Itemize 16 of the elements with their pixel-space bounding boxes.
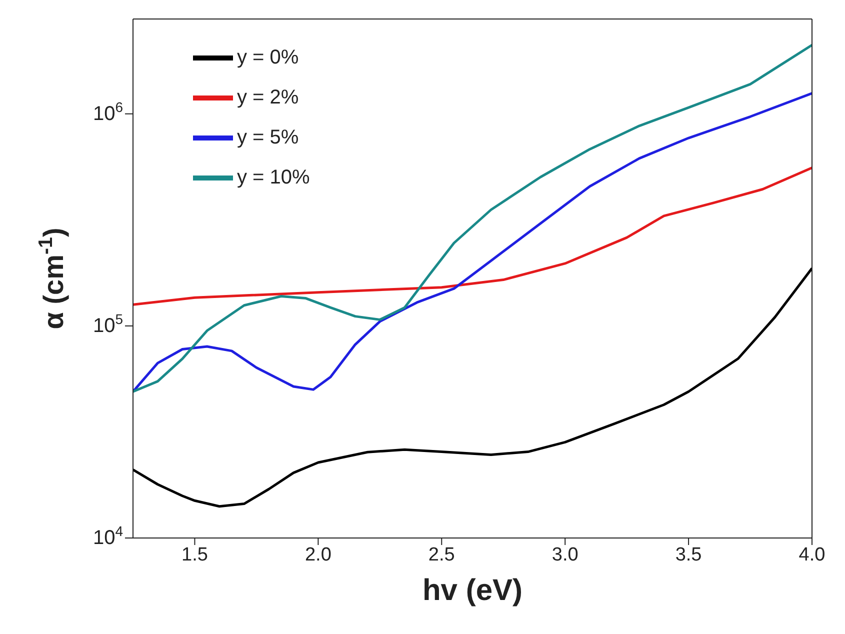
x-tick-label: 1.5 <box>182 544 208 566</box>
x-tick-label: 2.5 <box>428 544 455 566</box>
x-axis-title: hv (eV) <box>422 574 523 607</box>
y-tick-label: 10$^{5}$ <box>92 310 124 337</box>
legend-label: y = 0% <box>237 46 299 68</box>
legend-label: y = 2% <box>237 86 299 108</box>
x-tick-label: 3.5 <box>675 544 702 566</box>
x-tick-label: 2.0 <box>304 544 332 566</box>
x-tick-label: 3.0 <box>552 544 578 566</box>
line-series <box>133 267 812 508</box>
line-series <box>133 166 812 306</box>
legend-label: y = 5% <box>237 126 299 148</box>
y-tick-label: 10$^{4}$ <box>92 523 124 549</box>
legend-label: y = 10% <box>237 166 310 188</box>
x-tick-label: 4.0 <box>798 544 826 566</box>
y-tick-label: 10$^{6}$ <box>92 98 124 125</box>
